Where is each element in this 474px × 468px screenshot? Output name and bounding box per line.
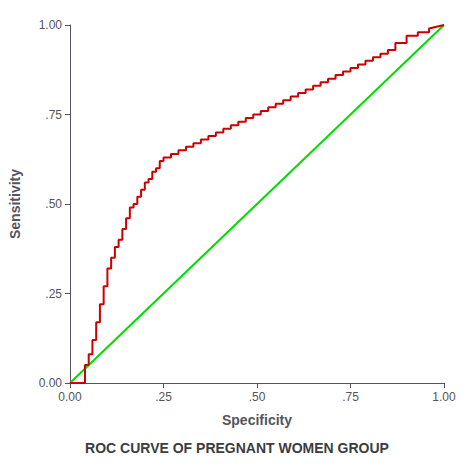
svg-text:.75: .75 bbox=[45, 108, 62, 122]
svg-text:.25: .25 bbox=[155, 390, 172, 404]
svg-text:0.00: 0.00 bbox=[58, 390, 82, 404]
svg-text:ROC CURVE OF PREGNANT WOMEN GR: ROC CURVE OF PREGNANT WOMEN GROUP bbox=[85, 440, 389, 456]
svg-text:.75: .75 bbox=[342, 390, 359, 404]
svg-text:Sensitivity: Sensitivity bbox=[7, 169, 23, 239]
svg-text:0.00: 0.00 bbox=[39, 376, 63, 390]
svg-text:1.00: 1.00 bbox=[39, 18, 63, 32]
svg-text:.50: .50 bbox=[45, 197, 62, 211]
svg-text:1.00: 1.00 bbox=[432, 390, 456, 404]
svg-text:Specificity: Specificity bbox=[222, 412, 292, 428]
svg-text:.50: .50 bbox=[249, 390, 266, 404]
svg-text:.25: .25 bbox=[45, 287, 62, 301]
